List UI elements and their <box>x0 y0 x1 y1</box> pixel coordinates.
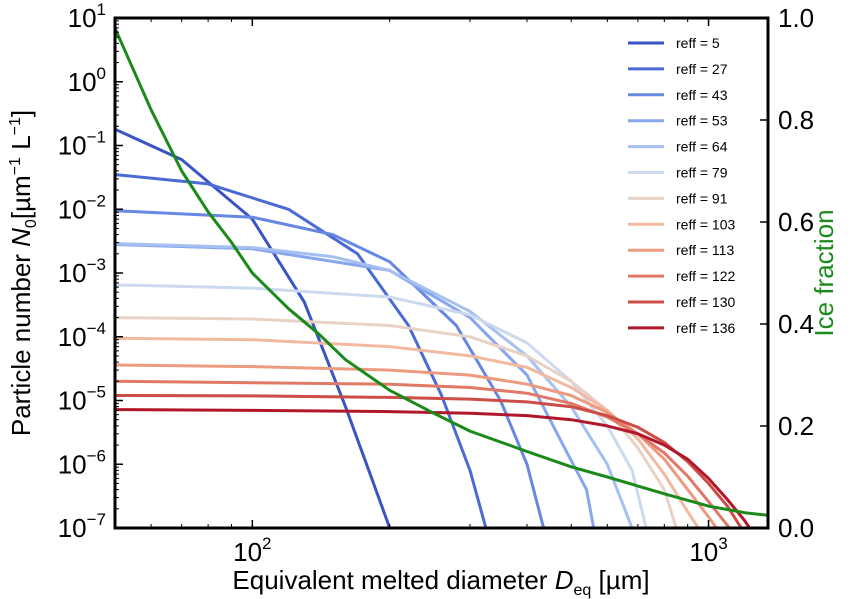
y-tick-label: 10−2 <box>58 191 106 224</box>
y2-tick-label: 0.4 <box>778 309 814 339</box>
y-tick-label: 10−1 <box>58 128 106 161</box>
y2-axis-label: Ice fraction <box>809 209 839 336</box>
legend-label: reff = 113 <box>676 242 734 258</box>
series-line-8 <box>115 336 700 528</box>
legend-label: reff = 53 <box>676 113 728 129</box>
y-axis-label: Particle number N0[µm−1 L−1] <box>6 110 40 436</box>
y-tick-label: 10−3 <box>58 255 106 288</box>
series-line-10 <box>115 379 731 528</box>
y2-tick-label: 0.2 <box>778 411 814 441</box>
series-line-12 <box>115 408 752 528</box>
axis-ticks: 101 100 10−1 10−2 10−3 10−4 10−5 10−6 10−7 102 103… <box>58 0 814 567</box>
legend: reff = 5 reff = 27 reff = 43 reff = 53 reff … <box>628 35 736 336</box>
y-tick-label: 101 <box>68 0 106 33</box>
legend-label: reff = 130 <box>676 294 736 310</box>
series-line-6 <box>115 283 648 528</box>
y-tick-label: 10−7 <box>58 510 106 543</box>
series-line-7 <box>115 316 678 528</box>
series-line-3 <box>115 209 546 528</box>
series-lines <box>115 27 768 528</box>
x-axis-label: Equivalent melted diameter Deq [µm] <box>232 565 649 599</box>
legend-label: reff = 27 <box>676 61 728 77</box>
y-tick-label: 10−4 <box>58 319 106 352</box>
series-line-1 <box>115 127 392 528</box>
y2-tick-label: 0.8 <box>778 105 814 135</box>
series-line-5 <box>115 242 634 528</box>
plot-content <box>115 27 768 528</box>
plot-frame <box>113 16 770 530</box>
legend-label: reff = 5 <box>676 35 720 51</box>
series-line-2 <box>115 173 488 528</box>
legend-label: reff = 79 <box>676 165 728 181</box>
legend-label: reff = 122 <box>676 268 736 284</box>
series-line-11 <box>115 394 743 528</box>
x-tick-label: 103 <box>689 534 727 567</box>
ice-fraction-line <box>115 27 768 517</box>
y-tick-label: 10−5 <box>58 383 106 416</box>
legend-label: reff = 43 <box>676 87 728 103</box>
y2-tick-label: 1.0 <box>778 3 814 33</box>
series-line-9 <box>115 363 718 528</box>
legend-label: reff = 103 <box>676 216 736 232</box>
y-tick-label: 10−6 <box>58 446 106 479</box>
legend-label: reff = 91 <box>676 190 728 206</box>
x-tick-label: 102 <box>233 534 271 567</box>
y2-tick-label: 0.0 <box>778 513 814 543</box>
legend-label: reff = 64 <box>676 139 728 155</box>
y2-tick-label: 0.6 <box>778 207 814 237</box>
y-tick-label: 100 <box>68 64 106 97</box>
legend-label: reff = 136 <box>676 320 736 336</box>
